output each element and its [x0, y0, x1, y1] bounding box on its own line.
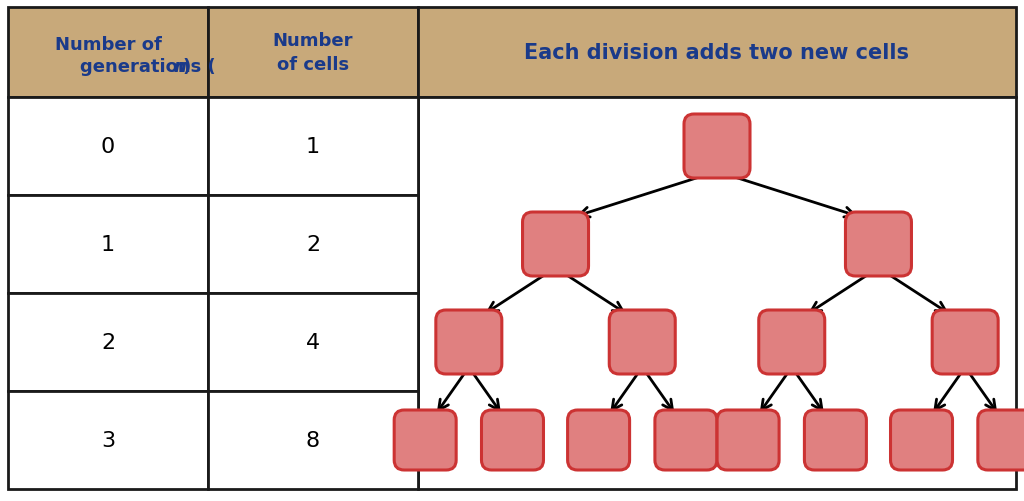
Text: Each division adds two new cells: Each division adds two new cells	[524, 43, 909, 63]
Text: n: n	[173, 58, 186, 76]
Text: 8: 8	[306, 430, 321, 450]
FancyBboxPatch shape	[978, 410, 1024, 470]
Text: Number
of cells: Number of cells	[272, 32, 353, 74]
FancyBboxPatch shape	[932, 311, 998, 374]
Text: Number of: Number of	[54, 36, 162, 54]
FancyBboxPatch shape	[655, 410, 717, 470]
Text: 1: 1	[306, 137, 321, 157]
FancyBboxPatch shape	[805, 410, 866, 470]
FancyBboxPatch shape	[891, 410, 952, 470]
Text: 2: 2	[306, 234, 321, 255]
Bar	[418, 98, 1016, 489]
Bar	[418, 8, 1016, 98]
FancyBboxPatch shape	[684, 115, 750, 179]
FancyBboxPatch shape	[609, 311, 675, 374]
FancyBboxPatch shape	[522, 212, 589, 277]
FancyBboxPatch shape	[394, 410, 456, 470]
Bar	[8, 294, 208, 391]
Text: 0: 0	[101, 137, 115, 157]
FancyBboxPatch shape	[481, 410, 544, 470]
Bar	[208, 8, 418, 98]
Text: 3: 3	[101, 430, 115, 450]
Bar	[8, 8, 208, 98]
Text: ): )	[183, 58, 191, 76]
Text: generations (: generations (	[80, 58, 216, 76]
Bar	[8, 391, 208, 489]
FancyBboxPatch shape	[717, 410, 779, 470]
Text: 2: 2	[101, 332, 115, 352]
Bar	[8, 195, 208, 294]
Bar	[208, 98, 418, 195]
FancyBboxPatch shape	[846, 212, 911, 277]
Bar	[208, 294, 418, 391]
Bar	[208, 391, 418, 489]
Text: 1: 1	[101, 234, 115, 255]
Bar	[208, 195, 418, 294]
FancyBboxPatch shape	[759, 311, 824, 374]
FancyBboxPatch shape	[436, 311, 502, 374]
Bar	[8, 98, 208, 195]
Text: 4: 4	[306, 332, 321, 352]
FancyBboxPatch shape	[567, 410, 630, 470]
